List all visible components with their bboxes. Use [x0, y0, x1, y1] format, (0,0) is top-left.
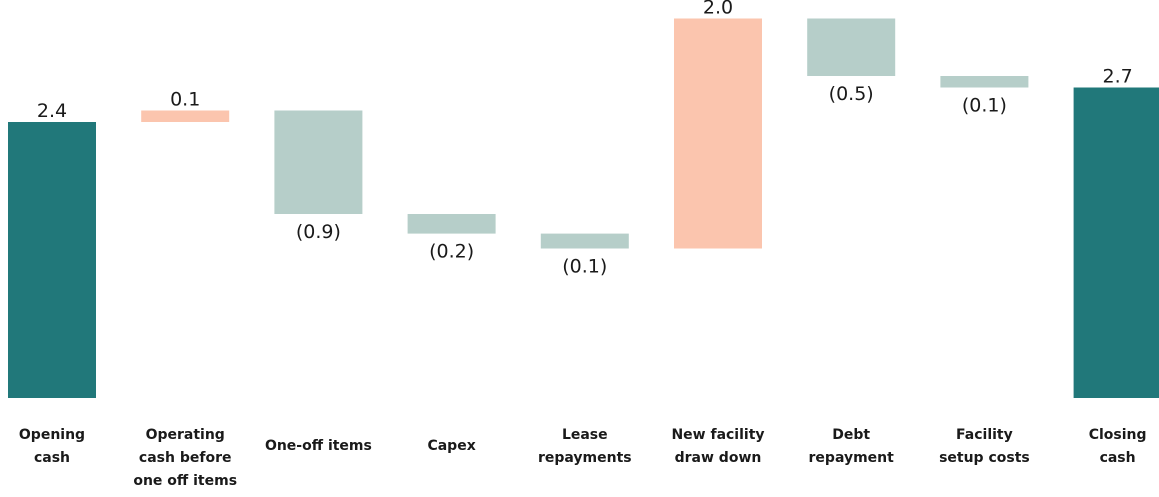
- waterfall-bar: [274, 110, 363, 214]
- data-label: (0.1): [562, 256, 607, 278]
- category-label-line: Operating: [146, 427, 225, 443]
- category-label: One-off items: [265, 438, 372, 454]
- category-label: Capex: [427, 438, 475, 454]
- data-label: (0.5): [829, 83, 874, 105]
- data-label: 2.4: [37, 100, 67, 122]
- waterfall-bar: [141, 110, 230, 122]
- category-label: Closing cash: [1089, 427, 1147, 466]
- category-label-line: repayments: [538, 450, 632, 466]
- category-label-line: Lease: [562, 427, 608, 443]
- waterfall-bar: [540, 233, 629, 249]
- data-label: (0.9): [296, 221, 341, 243]
- data-label: (0.1): [962, 95, 1007, 117]
- data-label: 0.1: [170, 89, 200, 111]
- category-label-line: repayment: [809, 450, 895, 466]
- category-label-line: draw down: [675, 450, 762, 466]
- category-label-line: Capex: [427, 438, 475, 454]
- category-label-line: cash: [34, 450, 70, 466]
- category-label-line: cash before: [139, 450, 232, 466]
- waterfall-bar: [940, 76, 1029, 88]
- waterfall-bar: [807, 18, 896, 76]
- category-label-line: one off items: [133, 473, 237, 489]
- category-label-line: Debt: [832, 427, 870, 443]
- waterfall-bar: [407, 214, 496, 234]
- category-label-line: setup costs: [939, 450, 1030, 466]
- category-label-line: cash: [1100, 450, 1136, 466]
- category-label: Facility setup costs: [939, 427, 1030, 466]
- category-label: Lease repayments: [538, 427, 632, 466]
- waterfall-bar: [674, 18, 762, 249]
- category-label-line: Opening: [19, 427, 85, 443]
- category-label: Debt repayment: [809, 427, 895, 466]
- category-label-line: New facility: [671, 427, 764, 443]
- category-label-line: One-off items: [265, 438, 372, 454]
- category-label: Operating cash before one off items: [133, 427, 237, 489]
- waterfall-bar: [1073, 87, 1159, 398]
- category-label-line: Closing: [1089, 427, 1147, 443]
- data-label: (0.2): [429, 241, 474, 263]
- data-label: 2.7: [1102, 66, 1132, 88]
- category-label: Opening cash: [19, 427, 85, 466]
- waterfall-bar: [8, 122, 96, 398]
- category-label: New facility draw down: [671, 427, 764, 466]
- category-label-line: Facility: [956, 427, 1013, 443]
- data-label: 2.0: [703, 0, 733, 19]
